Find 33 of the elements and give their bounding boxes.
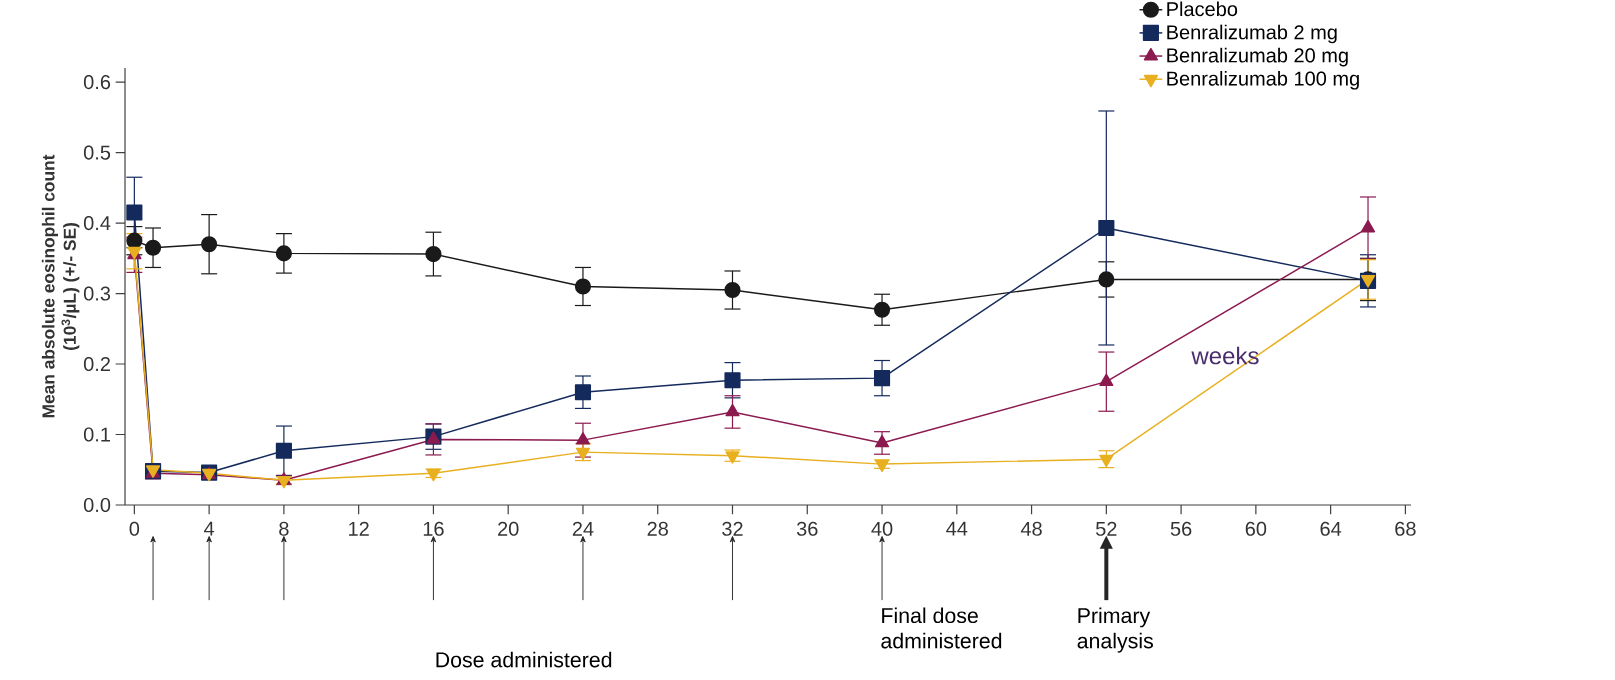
- y-tick-label: 0.2: [83, 356, 110, 372]
- x-tick-label: 44: [946, 521, 968, 536]
- legend-label: Benralizumab 100 mg: [1167, 70, 1359, 90]
- x-tick-label: 52: [1096, 521, 1117, 536]
- y-tick-label: 0.3: [83, 286, 111, 301]
- x-tick-label: 68: [1395, 521, 1416, 536]
- legend-label: Benralizumab 20 mg: [1167, 47, 1348, 67]
- x-tick-label: 8: [279, 521, 289, 536]
- y-tick-label: 0.6: [83, 75, 111, 90]
- annotation: weeks: [1191, 346, 1259, 365]
- x-tick-label: 12: [349, 521, 369, 536]
- x-tick-label: 0: [129, 521, 140, 536]
- y-tick-label: 0.4: [83, 215, 111, 231]
- x-tick-label: 24: [572, 521, 594, 536]
- legend-label: Placebo: [1167, 1, 1238, 17]
- legend-label: Benralizumab 2 mg: [1167, 24, 1337, 44]
- text: Dose administered: [436, 651, 612, 668]
- x-tick-label: 36: [796, 521, 818, 536]
- y-tick-label: 0.0: [83, 497, 111, 513]
- x-tick-label: 48: [1020, 521, 1042, 536]
- x-tick-label: 56: [1170, 521, 1192, 536]
- text: Primary analysis: [1077, 607, 1153, 653]
- x-tick-label: 4: [204, 521, 215, 536]
- text: Final dose administered: [881, 607, 1002, 649]
- x-tick-label: 20: [498, 521, 519, 536]
- y-tick-label: 0.5: [83, 145, 111, 160]
- x-tick-label: 28: [647, 521, 668, 536]
- x-tick-label: 16: [423, 521, 444, 536]
- x-tick-label: 32: [722, 521, 743, 536]
- x-tick-label: 64: [1320, 521, 1342, 536]
- y-tick-label: 0.1: [83, 427, 110, 442]
- x-tick-label: 40: [871, 521, 893, 536]
- x-tick-label: 60: [1245, 521, 1267, 536]
